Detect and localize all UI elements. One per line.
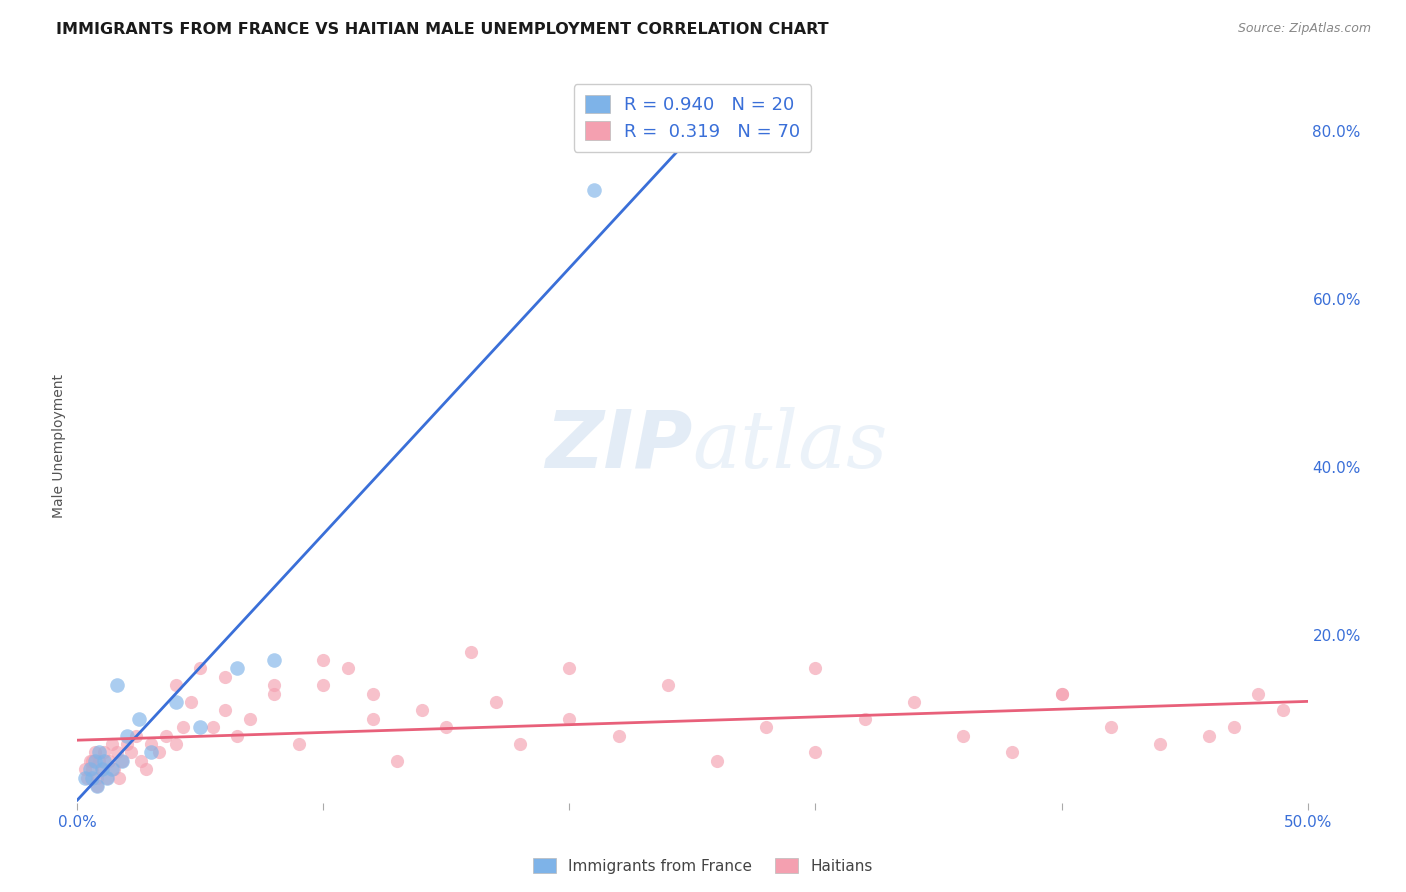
Point xyxy=(804,661,827,675)
Point xyxy=(1198,729,1220,743)
Point xyxy=(1223,720,1246,734)
Point xyxy=(190,661,212,675)
Point xyxy=(148,746,170,760)
Point xyxy=(111,754,132,768)
Point xyxy=(82,754,104,768)
Point xyxy=(853,712,876,726)
Point xyxy=(98,754,121,768)
Point xyxy=(128,712,150,726)
Point xyxy=(131,754,153,768)
Point xyxy=(1149,737,1171,751)
Point xyxy=(485,695,508,709)
Point xyxy=(903,695,925,709)
Point xyxy=(460,645,482,659)
Point xyxy=(190,720,212,734)
Point xyxy=(755,720,778,734)
Point xyxy=(105,746,128,760)
Point xyxy=(83,754,105,768)
Point xyxy=(1272,703,1295,717)
Point xyxy=(73,762,96,776)
Point xyxy=(141,746,163,760)
Point xyxy=(804,746,827,760)
Legend: R = 0.940   N = 20, R =  0.319   N = 70: R = 0.940 N = 20, R = 0.319 N = 70 xyxy=(574,84,811,152)
Point xyxy=(86,771,108,785)
Point xyxy=(1247,687,1270,701)
Point xyxy=(337,661,360,675)
Point xyxy=(387,754,409,768)
Point xyxy=(226,661,249,675)
Point xyxy=(239,712,262,726)
Point xyxy=(1050,687,1073,701)
Point xyxy=(436,720,458,734)
Point xyxy=(82,762,104,776)
Point xyxy=(135,762,157,776)
Point xyxy=(165,678,187,692)
Point xyxy=(90,762,114,776)
Point xyxy=(411,703,433,717)
Text: IMMIGRANTS FROM FRANCE VS HAITIAN MALE UNEMPLOYMENT CORRELATION CHART: IMMIGRANTS FROM FRANCE VS HAITIAN MALE U… xyxy=(56,22,830,37)
Point xyxy=(1099,720,1122,734)
Point xyxy=(125,729,148,743)
Point xyxy=(583,183,606,197)
Point xyxy=(96,771,118,785)
Point xyxy=(509,737,531,751)
Point xyxy=(952,729,974,743)
Point xyxy=(214,670,236,684)
Point xyxy=(96,771,118,785)
Point xyxy=(214,703,236,717)
Point xyxy=(155,729,177,743)
Point xyxy=(111,754,132,768)
Text: atlas: atlas xyxy=(693,408,887,484)
Point xyxy=(226,729,249,743)
Point xyxy=(1050,687,1073,701)
Point xyxy=(263,678,285,692)
Point xyxy=(90,762,114,776)
Point xyxy=(93,746,115,760)
Point xyxy=(115,729,138,743)
Point xyxy=(89,754,111,768)
Point xyxy=(89,746,111,760)
Point xyxy=(312,653,335,667)
Point xyxy=(79,762,101,776)
Point xyxy=(558,661,581,675)
Point xyxy=(115,737,138,751)
Point xyxy=(73,771,96,785)
Point xyxy=(361,687,384,701)
Text: Source: ZipAtlas.com: Source: ZipAtlas.com xyxy=(1237,22,1371,36)
Point xyxy=(706,754,728,768)
Y-axis label: Male Unemployment: Male Unemployment xyxy=(52,374,66,518)
Point xyxy=(607,729,630,743)
Point xyxy=(108,771,131,785)
Point xyxy=(86,779,108,793)
Point xyxy=(101,737,124,751)
Text: ZIP: ZIP xyxy=(546,407,693,485)
Legend: Immigrants from France, Haitians: Immigrants from France, Haitians xyxy=(527,852,879,880)
Point xyxy=(86,779,108,793)
Point xyxy=(263,653,285,667)
Point xyxy=(657,678,679,692)
Point xyxy=(105,678,128,692)
Point xyxy=(79,754,101,768)
Point xyxy=(361,712,384,726)
Point xyxy=(93,754,115,768)
Point xyxy=(83,746,105,760)
Point xyxy=(121,746,143,760)
Point xyxy=(165,737,187,751)
Point xyxy=(180,695,202,709)
Point xyxy=(82,771,104,785)
Point xyxy=(1001,746,1024,760)
Point xyxy=(201,720,224,734)
Point xyxy=(141,737,163,751)
Point xyxy=(312,678,335,692)
Point xyxy=(263,687,285,701)
Point xyxy=(165,695,187,709)
Point xyxy=(288,737,311,751)
Point xyxy=(103,762,125,776)
Point xyxy=(101,762,124,776)
Point xyxy=(558,712,581,726)
Point xyxy=(76,771,98,785)
Point xyxy=(172,720,194,734)
